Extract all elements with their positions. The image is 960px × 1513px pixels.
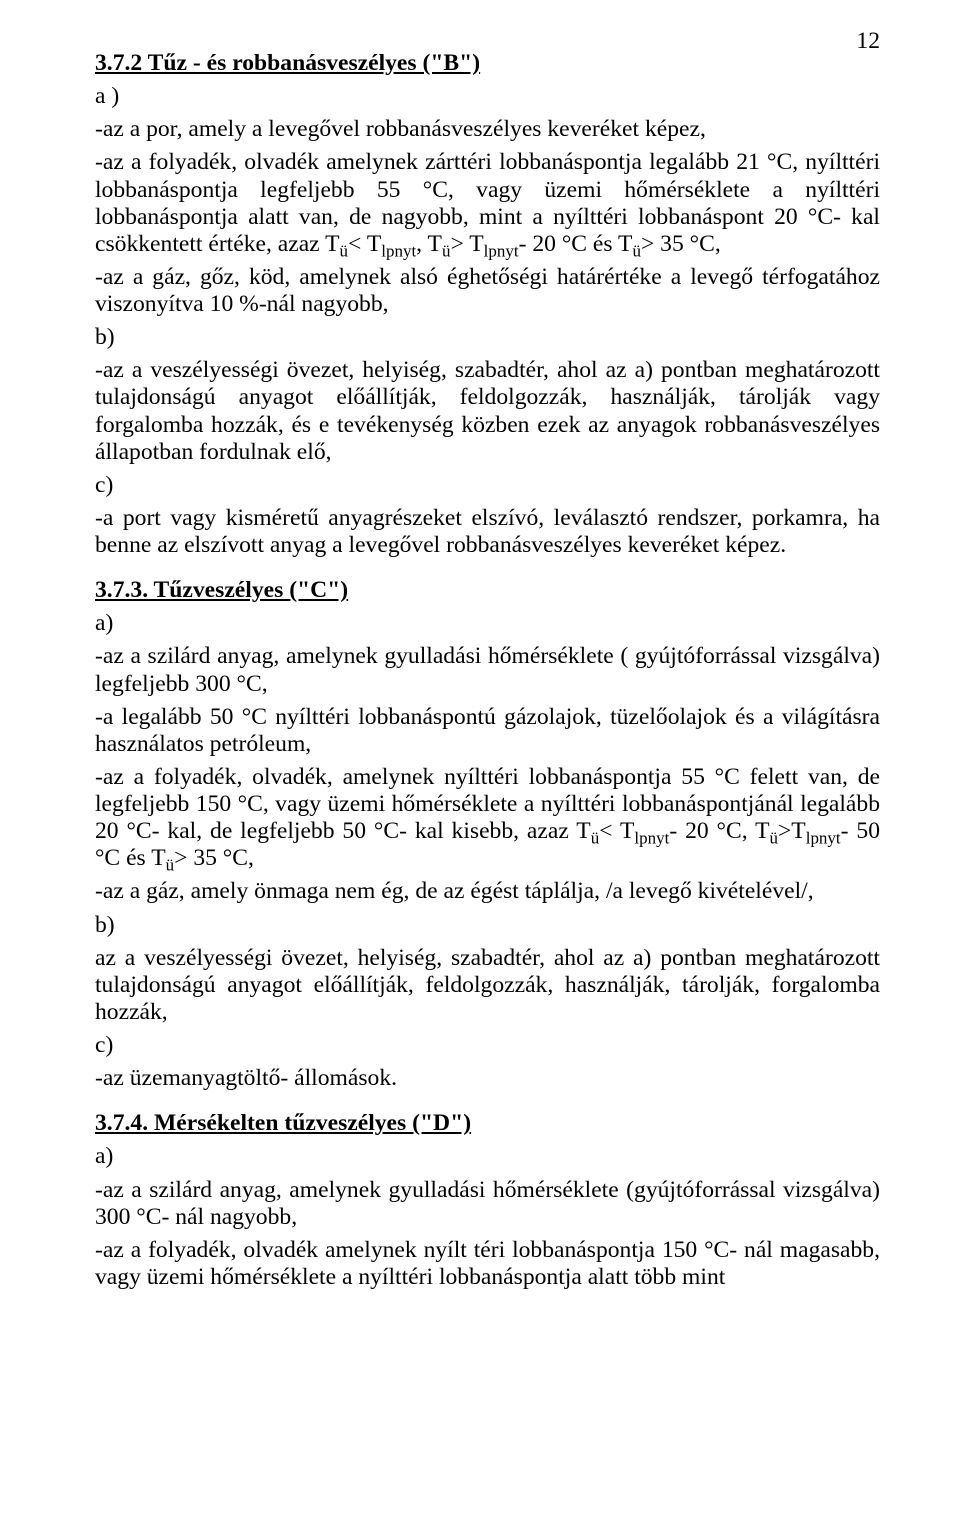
- section-b-a-p3: -az a gáz, gőz, köd, amelynek alsó éghet…: [95, 264, 880, 318]
- section-c: 3.7.3. Tűzveszélyes ("C") a) -az a szilá…: [95, 577, 880, 1092]
- section-b-b-p1: -az a veszélyességi övezet, helyiség, sz…: [95, 357, 880, 466]
- section-d-heading: 3.7.4. Mérsékelten tűzveszélyes ("D"): [95, 1110, 880, 1137]
- page-number: 12: [856, 28, 880, 55]
- label-a: a ): [95, 83, 880, 110]
- document-page: 12 3.7.2 Tűz - és robbanásveszélyes ("B"…: [0, 0, 960, 1513]
- label-a: a): [95, 610, 880, 637]
- label-c: c): [95, 1032, 880, 1059]
- section-b-a-p1: -az a por, amely a levegővel robbanásves…: [95, 116, 880, 143]
- section-c-a-p1: -az a szilárd anyag, amelynek gyulladási…: [95, 643, 880, 697]
- section-b-a-p2: -az a folyadék, olvadék amelynek zárttér…: [95, 149, 880, 258]
- section-b-heading: 3.7.2 Tűz - és robbanásveszélyes ("B"): [95, 50, 880, 77]
- section-c-c-p1: -az üzemanyagtöltő- állomások.: [95, 1065, 880, 1092]
- section-c-heading: 3.7.3. Tűzveszélyes ("C"): [95, 577, 880, 604]
- label-b: b): [95, 912, 880, 939]
- section-c-b-p1: az a veszélyességi övezet, helyiség, sza…: [95, 945, 880, 1026]
- section-d-a-p2: -az a folyadék, olvadék amelynek nyílt t…: [95, 1237, 880, 1291]
- label-a: a): [95, 1143, 880, 1170]
- label-c: c): [95, 472, 880, 499]
- section-d-a-p1: -az a szilárd anyag, amelynek gyulladási…: [95, 1177, 880, 1231]
- label-b: b): [95, 324, 880, 351]
- section-c-a-p4: -az a gáz, amely önmaga nem ég, de az ég…: [95, 878, 880, 905]
- section-c-a-p3: -az a folyadék, olvadék, amelynek nyíltt…: [95, 764, 880, 873]
- section-b-c-p1: -a port vagy kisméretű anyagrészeket els…: [95, 505, 880, 559]
- section-b: 3.7.2 Tűz - és robbanásveszélyes ("B") a…: [95, 50, 880, 559]
- section-c-a-p2: -a legalább 50 °C nyílttéri lobbanáspont…: [95, 704, 880, 758]
- section-d: 3.7.4. Mérsékelten tűzveszélyes ("D") a)…: [95, 1110, 880, 1291]
